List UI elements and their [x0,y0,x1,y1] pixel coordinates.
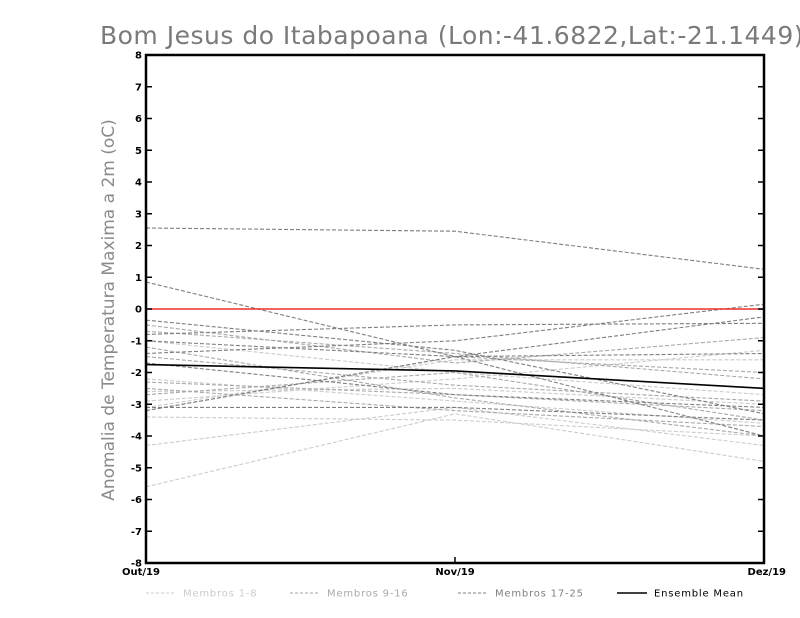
legend-label: Membros 17-25 [495,589,584,600]
member-series-line [145,413,765,488]
legend-label: Membros 1-8 [183,589,257,600]
member-series-line [146,406,765,421]
member-series-line [145,281,765,437]
member-series-line [145,416,765,437]
legend-label: Ensemble Mean [654,589,744,600]
y-tick-label: 2 [135,241,142,252]
series-layer [145,227,765,488]
member-series-line [145,330,765,380]
y-tick-label: 6 [135,114,142,125]
legend-label: Membros 9-16 [327,589,409,600]
member-series-line [145,406,765,447]
y-tick-label: -2 [131,368,142,379]
member-series-line [145,387,765,405]
y-tick-label: 8 [135,51,142,62]
y-tick-label: -3 [131,400,142,411]
x-tick-label: Out/19 [122,567,160,578]
x-axis-ticks: Out/19 Nov/19 Dez/19 [122,557,786,578]
y-tick-label: 7 [135,82,142,93]
member-series-line [145,359,764,408]
y-tick-label: -6 [131,495,142,506]
y-tick-label: -7 [131,527,142,538]
ensemble-mean-line [145,363,765,390]
member-series-line [145,303,765,355]
y-tick-label: 4 [135,178,142,189]
y-tick-label: -4 [131,432,142,443]
member-series-line [145,381,765,412]
y-axis-ticks: 8 7 6 5 4 3 2 1 0 -1 -2 -3 -4 -5 -6 -7 -8 [131,51,764,570]
y-axis-label: Anomalia de Temperatura Maxima a 2m (oC) [99,119,119,501]
member-series-line [145,387,765,428]
y-tick-label: 3 [135,209,142,220]
x-tick-label: Dez/19 [748,567,787,578]
member-series-line [145,324,765,364]
x-tick-label: Nov/19 [435,567,474,578]
member-series-line [145,227,765,270]
member-series-line [145,340,765,358]
y-tick-label: -1 [131,336,142,347]
member-series-line [145,322,765,335]
y-tick-label: -5 [131,463,142,474]
member-series-line [145,319,765,415]
y-tick-label: 5 [135,146,142,157]
y-tick-label: -8 [131,559,142,570]
y-tick-label: 0 [135,305,142,316]
member-series-line [145,316,765,412]
member-series-line [145,362,765,408]
legend: Membros 1-8 Membros 9-16 Membros 17-25 Ense… [146,589,744,600]
member-series-line [145,340,765,396]
member-series-line [145,371,765,421]
y-tick-label: 1 [135,273,142,284]
member-series-line [145,346,765,437]
chart-title: Bom Jesus do Itabapoana (Lon:-41.6822,La… [100,21,800,50]
